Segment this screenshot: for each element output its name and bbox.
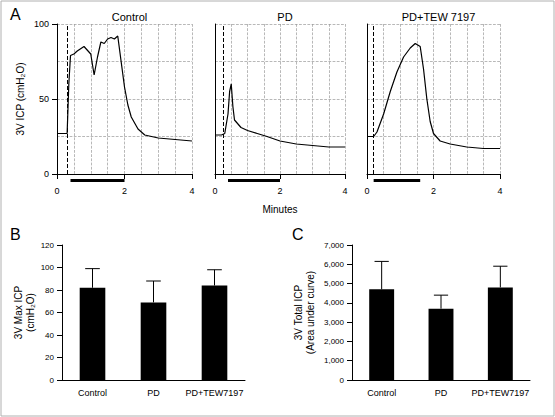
svg-text:50: 50 xyxy=(39,94,49,104)
svg-text:4: 4 xyxy=(342,186,347,196)
svg-text:Minutes: Minutes xyxy=(262,204,297,215)
svg-text:3V Max ICP: 3V Max ICP xyxy=(13,286,24,340)
svg-text:4,000: 4,000 xyxy=(324,298,345,307)
svg-text:0: 0 xyxy=(340,376,345,385)
svg-text:2: 2 xyxy=(122,186,127,196)
svg-text:Control: Control xyxy=(367,388,396,398)
svg-text:80: 80 xyxy=(45,286,54,295)
svg-text:PD: PD xyxy=(147,388,160,398)
svg-text:1,000: 1,000 xyxy=(324,356,345,365)
svg-text:40: 40 xyxy=(45,331,54,340)
svg-text:0: 0 xyxy=(364,186,369,196)
svg-text:PD: PD xyxy=(435,388,448,398)
svg-text:3,000: 3,000 xyxy=(324,318,345,327)
svg-text:20: 20 xyxy=(45,353,54,362)
svg-text:60: 60 xyxy=(45,308,54,317)
svg-text:0: 0 xyxy=(212,186,217,196)
svg-text:2: 2 xyxy=(277,186,282,196)
svg-text:PD+TEW7197: PD+TEW7197 xyxy=(471,388,529,398)
svg-text:6,000: 6,000 xyxy=(324,260,345,269)
svg-text:4: 4 xyxy=(189,186,194,196)
svg-text:120: 120 xyxy=(41,241,55,250)
svg-text:C: C xyxy=(292,226,304,243)
svg-text:PD+TEW7197: PD+TEW7197 xyxy=(186,388,244,398)
svg-text:A: A xyxy=(10,6,21,23)
svg-text:0: 0 xyxy=(44,169,49,179)
svg-text:Control: Control xyxy=(112,11,147,23)
svg-text:2: 2 xyxy=(431,186,436,196)
svg-text:PD+TEW 7197: PD+TEW 7197 xyxy=(402,11,476,23)
svg-text:0: 0 xyxy=(50,376,55,385)
svg-text:(Area under curve): (Area under curve) xyxy=(305,271,316,354)
svg-text:(cmH₂O): (cmH₂O) xyxy=(25,293,36,332)
svg-text:3V ICP (cmH₂O): 3V ICP (cmH₂O) xyxy=(15,62,26,135)
svg-text:5,000: 5,000 xyxy=(324,279,345,288)
svg-text:0: 0 xyxy=(54,186,59,196)
svg-text:B: B xyxy=(10,226,21,243)
svg-text:3V Total ICP: 3V Total ICP xyxy=(293,284,304,340)
svg-text:2,000: 2,000 xyxy=(324,337,345,346)
svg-text:100: 100 xyxy=(41,263,55,272)
svg-text:Control: Control xyxy=(78,388,107,398)
svg-text:4: 4 xyxy=(497,186,502,196)
svg-text:100: 100 xyxy=(34,19,49,29)
svg-text:7,000: 7,000 xyxy=(324,241,345,250)
svg-text:PD: PD xyxy=(277,11,292,23)
